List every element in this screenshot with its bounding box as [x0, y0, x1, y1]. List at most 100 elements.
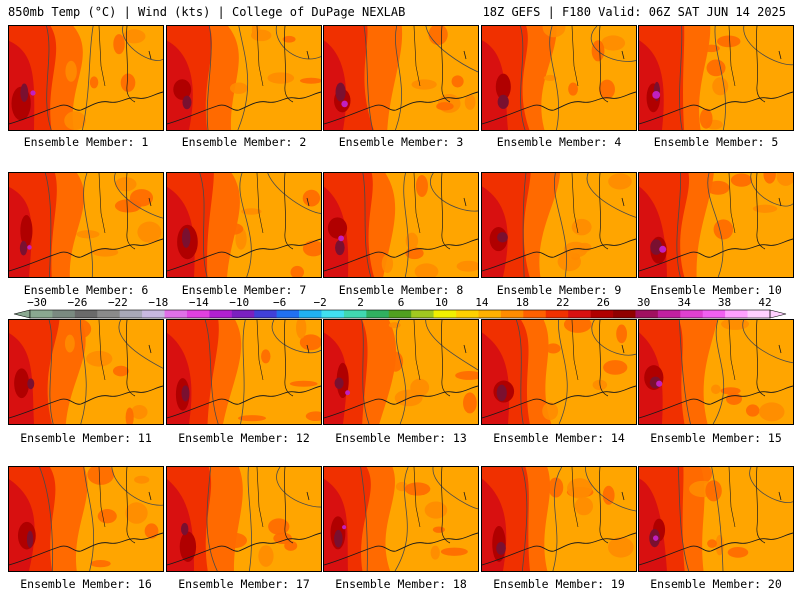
- temperature-map: [324, 467, 478, 571]
- ensemble-member-label: Ensemble Member: 15: [650, 431, 782, 445]
- temperature-colorbar: [13, 309, 787, 319]
- colorbar-segment: [456, 310, 479, 318]
- temperature-map: [9, 26, 163, 130]
- ensemble-member-label: Ensemble Member: 8: [338, 283, 464, 297]
- colorbar-segment: [725, 310, 748, 318]
- colorbar-segment: [119, 310, 143, 318]
- colorbar-segment: [680, 310, 704, 318]
- ensemble-member-map: [323, 172, 479, 278]
- colorbar-left-arrow: [13, 309, 31, 319]
- ensemble-member-map: [8, 466, 164, 572]
- ensemble-member-label: Ensemble Member: 6: [23, 283, 149, 297]
- ensemble-member-map: [323, 25, 479, 131]
- colorbar-segment: [142, 310, 165, 318]
- colorbar-tick-label: 10: [434, 296, 449, 309]
- ensemble-member-label: Ensemble Member: 9: [496, 283, 622, 297]
- ensemble-member-map: [481, 466, 637, 572]
- colorbar-segment: [747, 310, 771, 318]
- colorbar-tick-label: 42: [758, 296, 772, 309]
- colorbar-tick-label: −18: [148, 296, 169, 309]
- colorbar-segment: [209, 310, 233, 318]
- ensemble-member-map: [638, 25, 794, 131]
- ensemble-member-label: Ensemble Member: 19: [493, 577, 625, 591]
- temperature-map: [324, 320, 478, 424]
- ensemble-member-label: Ensemble Member: 18: [335, 577, 467, 591]
- temperature-map: [639, 26, 793, 130]
- ensemble-member-label: Ensemble Member: 1: [23, 135, 149, 149]
- temperature-map: [639, 467, 793, 571]
- ensemble-member-label: Ensemble Member: 20: [650, 577, 782, 591]
- colorbar-segment: [500, 310, 524, 318]
- ensemble-member-map: [166, 25, 322, 131]
- colorbar-segment: [299, 310, 322, 318]
- colorbar-segment: [657, 310, 681, 318]
- colorbar-tick-label: 26: [596, 296, 610, 309]
- colorbar-segment: [635, 310, 659, 318]
- colorbar-tick-label: 30: [637, 296, 651, 309]
- colorbar-segment: [568, 310, 591, 318]
- colorbar-segment: [97, 310, 120, 318]
- colorbar-segment: [321, 310, 345, 318]
- ensemble-member-label: Ensemble Member: 2: [181, 135, 307, 149]
- ensemble-member-map: [481, 25, 637, 131]
- temperature-map: [167, 467, 321, 571]
- colorbar-segment: [702, 310, 726, 318]
- temperature-map: [324, 26, 478, 130]
- colorbar-segment: [276, 310, 300, 318]
- colorbar-tick-label: −26: [67, 296, 88, 309]
- ensemble-member-map: [166, 466, 322, 572]
- temperature-map: [167, 26, 321, 130]
- colorbar-segment: [254, 310, 277, 318]
- colorbar-segment: [411, 310, 434, 318]
- colorbar-tick-label: −30: [27, 296, 47, 309]
- colorbar-tick-label: 18: [515, 296, 529, 309]
- colorbar-segment: [590, 310, 614, 318]
- temperature-map: [324, 173, 478, 277]
- colorbar-tick-label: −2: [313, 296, 327, 309]
- temperature-map: [167, 173, 321, 277]
- ensemble-member-label: Ensemble Member: 3: [338, 135, 464, 149]
- colorbar-segment: [231, 310, 255, 318]
- temperature-map: [9, 320, 163, 424]
- colorbar-segment: [74, 310, 98, 318]
- ensemble-member-map: [638, 319, 794, 425]
- ensemble-member-label: Ensemble Member: 17: [178, 577, 310, 591]
- temperature-map: [482, 173, 636, 277]
- ensemble-member-map: [166, 319, 322, 425]
- colorbar-tick-label: 38: [717, 296, 732, 309]
- colorbar-tick-label: −10: [229, 296, 250, 309]
- ensemble-member-map: [638, 466, 794, 572]
- colorbar-tick-label: 14: [475, 296, 489, 309]
- ensemble-member-label: Ensemble Member: 4: [496, 135, 622, 149]
- ensemble-member-label: Ensemble Member: 13: [335, 431, 467, 445]
- ensemble-member-map: [481, 172, 637, 278]
- ensemble-member-label: Ensemble Member: 10: [650, 283, 782, 297]
- temperature-map: [167, 320, 321, 424]
- ensemble-member-label: Ensemble Member: 16: [20, 577, 152, 591]
- colorbar-segment: [164, 310, 188, 318]
- colorbar-tick-label: 2: [357, 296, 364, 309]
- temperature-map: [9, 173, 163, 277]
- ensemble-member-map: [8, 172, 164, 278]
- colorbar-tick-label: 6: [397, 296, 405, 309]
- colorbar-segment: [343, 310, 367, 318]
- colorbar-segment: [52, 310, 76, 318]
- ensemble-member-map: [8, 25, 164, 131]
- colorbar-tick-label: 22: [556, 296, 570, 309]
- colorbar-tick-label: −6: [273, 296, 287, 309]
- temperature-map: [639, 173, 793, 277]
- ensemble-member-label: Ensemble Member: 5: [653, 135, 779, 149]
- temperature-map: [482, 320, 636, 424]
- colorbar-tick-label: −14: [188, 296, 209, 309]
- ensemble-member-map: [638, 172, 794, 278]
- ensemble-member-label: Ensemble Member: 11: [20, 431, 152, 445]
- colorbar-segment: [366, 310, 390, 318]
- ensemble-member-map: [481, 319, 637, 425]
- temperature-map: [482, 467, 636, 571]
- colorbar-segment: [545, 310, 569, 318]
- colorbar-segment: [613, 310, 636, 318]
- ensemble-member-label: Ensemble Member: 7: [181, 283, 307, 297]
- ensemble-member-label: Ensemble Member: 12: [178, 431, 310, 445]
- colorbar-segment: [30, 310, 53, 318]
- colorbar-right-arrow: [769, 309, 787, 319]
